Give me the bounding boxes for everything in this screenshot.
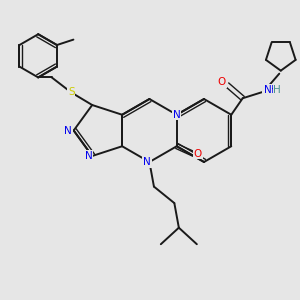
Text: N: N — [85, 151, 92, 161]
Text: O: O — [218, 77, 226, 87]
Text: NH: NH — [262, 85, 278, 95]
Text: N: N — [264, 85, 272, 95]
Text: O: O — [194, 149, 202, 159]
Text: N: N — [173, 110, 181, 120]
Text: H: H — [273, 85, 281, 95]
Text: N: N — [64, 125, 72, 136]
Text: S: S — [68, 87, 74, 98]
Text: N: N — [143, 157, 151, 167]
